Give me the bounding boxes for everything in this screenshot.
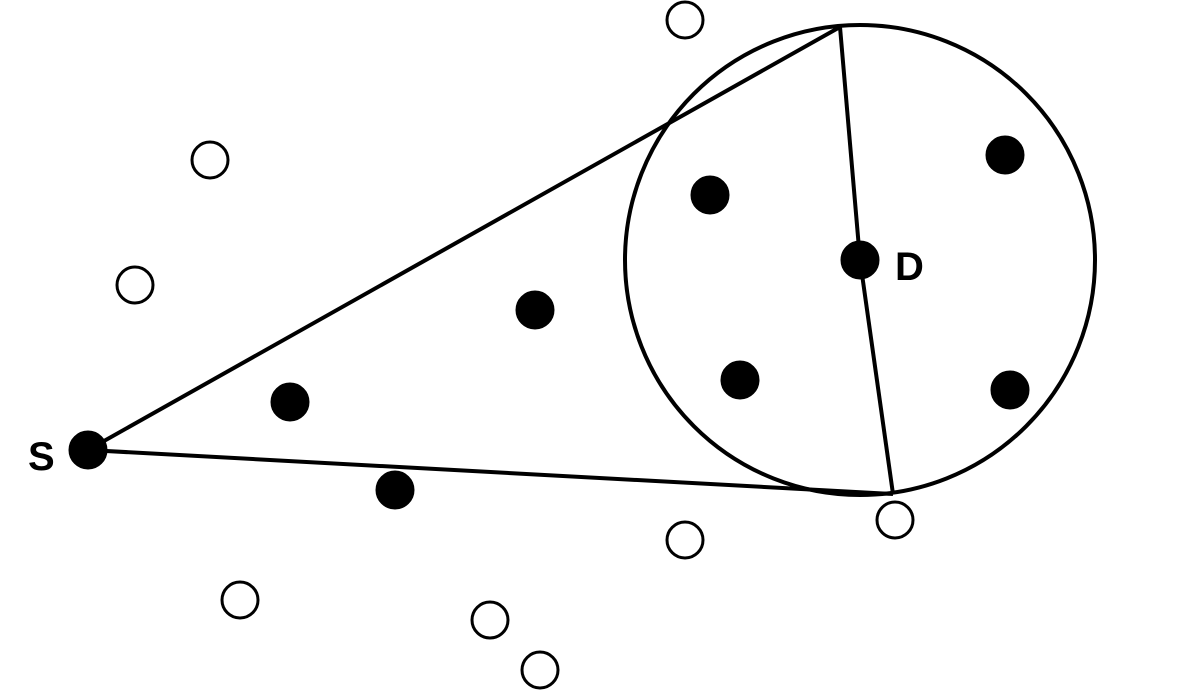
- empty-node: [877, 502, 913, 538]
- filled-node: [722, 362, 758, 398]
- filled-node: [987, 137, 1023, 173]
- filled-node: [842, 242, 878, 278]
- empty-node: [667, 2, 703, 38]
- filled-node: [692, 177, 728, 213]
- radius-line: [860, 260, 893, 494]
- empty-node: [472, 602, 508, 638]
- empty-node: [222, 582, 258, 618]
- empty-node: [117, 267, 153, 303]
- filled-node: [272, 384, 308, 420]
- destination-label: D: [895, 245, 924, 290]
- empty-node: [667, 522, 703, 558]
- filled-node: [70, 432, 106, 468]
- empty-node: [522, 652, 558, 688]
- empty-node: [192, 142, 228, 178]
- cone-line: [88, 450, 893, 494]
- filled-node: [517, 292, 553, 328]
- source-label: S: [28, 435, 55, 480]
- filled-node: [992, 372, 1028, 408]
- filled-node: [377, 472, 413, 508]
- diagram-canvas: [0, 0, 1195, 692]
- radius-line: [840, 27, 860, 260]
